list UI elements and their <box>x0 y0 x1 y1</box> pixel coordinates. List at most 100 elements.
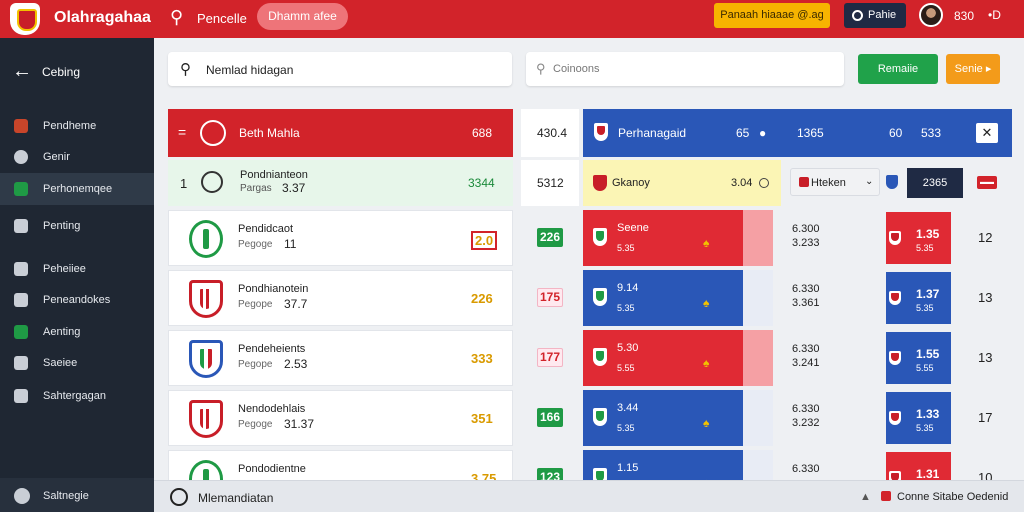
search-field[interactable]: ⚲ Nemlad hidagan <box>168 52 512 86</box>
sidebar-item-7[interactable]: Aenting <box>0 316 154 348</box>
match-card[interactable]: Pondhianotein Pegope 37.7 226 <box>168 270 513 326</box>
header-value-1: 65 <box>736 126 750 140</box>
odds-bar-label: 1.15 <box>617 462 639 474</box>
odds-bar[interactable]: Seene 5.35 ♠ <box>583 210 743 266</box>
match-count: 13 <box>978 290 993 305</box>
team-crest-icon <box>889 351 901 365</box>
match-row[interactable]: Nendodehlais Pegoge 31.37 351 166 3.44 5.35 ♠ 6.… <box>168 390 1012 446</box>
back-arrow-icon[interactable]: ← <box>12 60 32 82</box>
info-icon[interactable] <box>170 488 188 506</box>
team-crest-icon <box>889 411 901 425</box>
match-row[interactable]: Pendeheients Pegope 2.53 333 177 5.30 5.55 ♠ 6.3… <box>168 330 1012 386</box>
odds-bar-label: 9.14 <box>617 282 639 294</box>
mid-value-2: 3.232 <box>792 417 820 429</box>
odds-cell[interactable]: 166 <box>521 390 579 446</box>
club-logo-icon[interactable] <box>10 3 40 35</box>
highlighted-row[interactable]: 1 Pondnianteon Pargas 3.37 3344 <box>168 160 513 206</box>
league-header[interactable]: = Beth Mahla 688 <box>168 109 513 157</box>
team-crest-icon <box>889 471 901 480</box>
odds-cell[interactable]: 123 <box>521 450 579 480</box>
team-logo-icon <box>189 340 223 378</box>
stake-value[interactable]: 2365 <box>907 168 963 198</box>
mid-value-2: 3.241 <box>792 357 820 369</box>
avatar[interactable] <box>919 3 943 27</box>
team-crest-icon <box>594 123 608 141</box>
market-select-value: Hteken <box>811 177 846 189</box>
row-value: 3344 <box>468 176 495 190</box>
match-score: 333 <box>471 351 493 366</box>
market-select[interactable]: Hteken ⌄ <box>790 168 880 196</box>
highlighted-odds[interactable]: Gkanoy 3.04 <box>583 160 781 206</box>
search-placeholder: Coinoons <box>553 63 600 75</box>
odds-square[interactable]: 1.55 5.55 <box>886 332 951 384</box>
orange-action-button[interactable]: Senie ▸ <box>946 54 1000 84</box>
sidebar-back-label[interactable]: Cebing <box>42 65 81 79</box>
settings-icon <box>14 488 30 504</box>
team-name: Pondodientne <box>238 463 306 475</box>
match-card[interactable]: Pendeheients Pegope 2.53 333 <box>168 330 513 386</box>
bell-icon[interactable]: •D <box>988 8 1001 22</box>
sidebar: ← Cebing Pendheme Genir Perhonemqee Pent… <box>0 38 154 512</box>
mid-value-2: 3.233 <box>792 237 820 249</box>
close-icon[interactable]: ✕ <box>976 123 998 143</box>
odds-bar[interactable]: 1.15 ♠ <box>583 450 743 480</box>
match-card[interactable]: Nendodehlais Pegoge 31.37 351 <box>168 390 513 446</box>
row-index: 1 <box>180 176 188 191</box>
odds-square[interactable]: 1.33 5.35 <box>886 392 951 444</box>
match-row[interactable]: Pondhianotein Pegope 37.7 226 175 9.14 5.35 ♠ 6.… <box>168 270 1012 326</box>
odds-square-sub: 5.35 <box>916 243 934 253</box>
sidebar-item-2[interactable]: Genir <box>0 141 154 173</box>
odds-bar[interactable]: 5.30 5.55 ♠ <box>583 330 743 386</box>
league-header-blue: Perhanagaid 65 ● 1365 60 533 ✕ <box>583 109 1012 157</box>
odds-bar-fade <box>743 390 773 446</box>
sidebar-item-4[interactable]: Penting <box>0 210 154 242</box>
sidebar-item-1[interactable]: Pendheme <box>0 110 154 142</box>
sidebar-item-label: Perhonemqee <box>43 183 113 195</box>
info-circle-icon[interactable]: ● <box>759 126 767 140</box>
odds-square[interactable]: 1.35 5.35 <box>886 212 951 264</box>
odds-bar[interactable]: 3.44 5.35 ♠ <box>583 390 743 446</box>
row-team-name: Pondnianteon <box>240 169 308 181</box>
sidebar-item-9[interactable]: Sahtergagan <box>0 380 154 412</box>
sidebar-item-8[interactable]: Saeiee <box>0 347 154 379</box>
team-logo-icon <box>189 400 223 438</box>
odds-cell[interactable]: 177 <box>521 330 579 386</box>
flag-icon <box>881 491 891 501</box>
odds-bar[interactable]: 9.14 5.35 ♠ <box>583 270 743 326</box>
sidebar-footer[interactable]: Saltnegie <box>0 478 154 512</box>
odds-bar-fade <box>743 210 773 266</box>
wrench-icon <box>14 356 28 370</box>
odds-square[interactable]: 1.31 <box>886 452 951 480</box>
match-count: 12 <box>978 230 993 245</box>
trophy-icon: ♠ <box>703 296 710 310</box>
app-title: Olahragahaa <box>54 9 151 26</box>
green-action-button[interactable]: Remaiie <box>858 54 938 84</box>
promo-button[interactable]: Panaah hiaaae @.ag <box>714 3 830 28</box>
sidebar-item-3[interactable]: Perhonemqee <box>0 173 154 205</box>
menu-icon[interactable]: = <box>178 124 187 140</box>
top-search-label[interactable]: Pencelle <box>197 11 247 26</box>
match-row[interactable]: Pondodientne Pegoge 3.75 123 1.15 ♠ 6.330 1.31 1… <box>168 450 1012 480</box>
sidebar-item-label: Penting <box>43 220 81 232</box>
secondary-search-input[interactable]: ⚲ Coinoons <box>526 52 844 86</box>
radio-icon[interactable] <box>759 178 769 188</box>
sidebar-item-6[interactable]: Peneandokes <box>0 284 154 316</box>
match-card[interactable]: Pondodientne Pegoge 3.75 <box>168 450 513 480</box>
odds-bar-label: 5.30 <box>617 342 639 354</box>
account-button[interactable]: Pahie <box>844 3 906 28</box>
odds-cell[interactable]: 226 <box>521 210 579 266</box>
chart-icon[interactable]: ▲ <box>860 491 871 503</box>
mid-value-2: 3.361 <box>792 297 820 309</box>
flag-icon <box>14 182 28 196</box>
team-crest-icon <box>593 228 607 246</box>
sidebar-item-5[interactable]: Peheiiee <box>0 253 154 285</box>
bottom-bar: Mlemandiatan ▲ Conne Sitabe Oedenid <box>154 480 1024 512</box>
shield-icon <box>886 175 898 189</box>
trophy-icon: ♠ <box>703 416 710 430</box>
search-icon[interactable]: ⚲ <box>170 7 184 27</box>
odds-square[interactable]: 1.37 5.35 <box>886 272 951 324</box>
odds-cell[interactable]: 175 <box>521 270 579 326</box>
top-pill-button[interactable]: Dhamm afee <box>257 3 348 30</box>
match-row[interactable]: Pendidcaot Pegoge 11 2.0 226 Seene 5.35 ♠ 6.300 3… <box>168 210 1012 266</box>
match-card[interactable]: Pendidcaot Pegoge 11 2.0 <box>168 210 513 266</box>
